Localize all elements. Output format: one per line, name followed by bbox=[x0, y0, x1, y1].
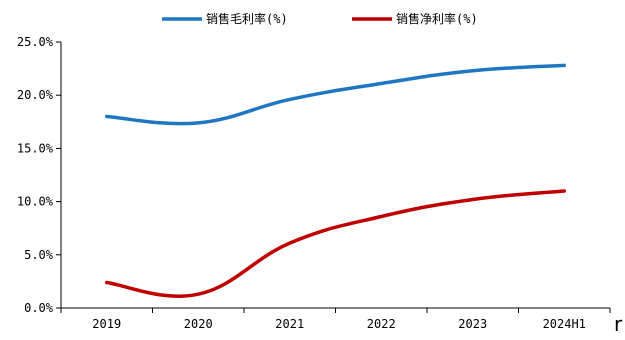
series-line-1 bbox=[105, 63, 566, 126]
y-tick-label: 15.0% bbox=[17, 141, 54, 155]
x-tick-label: 2019 bbox=[92, 317, 121, 331]
x-tick-label: 2022 bbox=[367, 317, 396, 331]
x-tick-label: 2023 bbox=[458, 317, 487, 331]
y-tick-label: 10.0% bbox=[17, 195, 54, 209]
legend-label-2: 销售净利率(%) bbox=[396, 11, 478, 26]
series-line-2 bbox=[105, 189, 566, 298]
y-tick-label: 5.0% bbox=[24, 248, 54, 262]
legend: 销售毛利率(%) 销售净利率(%) bbox=[162, 11, 478, 26]
legend-label-1: 销售毛利率(%) bbox=[206, 11, 288, 26]
y-tick-label: 25.0% bbox=[17, 35, 54, 49]
x-tick-label: 2020 bbox=[184, 317, 213, 331]
axes: 0.0% 5.0% 10.0% 15.0% 20.0% 25.0% 2019 2020 2021… bbox=[17, 35, 611, 331]
series-lines bbox=[105, 63, 566, 298]
x-tick-label: 2021 bbox=[275, 317, 304, 331]
y-tick-label: 0.0% bbox=[24, 301, 54, 315]
stray-text: r bbox=[614, 312, 623, 336]
y-tick-label: 20.0% bbox=[17, 88, 54, 102]
x-tick-label: 2024H1 bbox=[543, 317, 586, 331]
